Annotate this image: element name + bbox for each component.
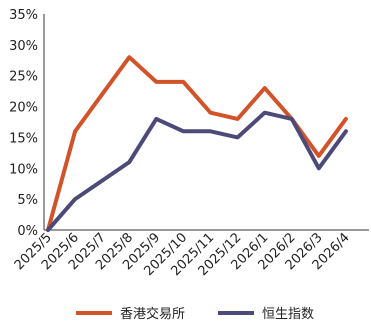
series-lines bbox=[46, 55, 348, 232]
series-line-hkex bbox=[46, 55, 348, 232]
data-point bbox=[100, 179, 104, 183]
data-point bbox=[290, 117, 294, 121]
y-tick-label: 20% bbox=[9, 101, 38, 116]
y-tick-label: 0% bbox=[17, 224, 38, 239]
legend: 香港交易所 恒生指数 bbox=[76, 306, 314, 321]
data-point bbox=[263, 86, 267, 90]
legend-label-hsi: 恒生指数 bbox=[262, 307, 314, 321]
legend-label-hkex: 香港交易所 bbox=[120, 306, 185, 321]
data-point bbox=[236, 135, 240, 139]
data-point bbox=[236, 117, 240, 121]
data-point bbox=[46, 228, 50, 232]
data-point bbox=[317, 154, 321, 158]
x-tick-labels: 2025/52025/62025/72025/82025/92025/10202… bbox=[12, 230, 353, 279]
y-tick-label: 10% bbox=[9, 162, 38, 177]
data-point bbox=[209, 111, 212, 115]
series-line-hsi bbox=[46, 110, 348, 232]
y-tick-labels: 0% 5% 10% 15% 20% 25% 30% 35% bbox=[9, 8, 38, 239]
data-point bbox=[154, 117, 158, 121]
y-axis: 0% 5% 10% 15% 20% 25% 30% 35% bbox=[9, 8, 45, 239]
data-point bbox=[127, 55, 131, 59]
y-tick-label: 35% bbox=[9, 8, 38, 23]
data-point bbox=[344, 129, 348, 133]
data-point bbox=[263, 111, 267, 115]
data-point bbox=[344, 117, 348, 121]
data-point bbox=[209, 129, 212, 133]
data-point bbox=[181, 80, 185, 84]
data-point bbox=[181, 129, 185, 133]
y-tick-label: 15% bbox=[9, 131, 38, 146]
y-tick-label: 30% bbox=[9, 39, 38, 54]
y-tick-label: 25% bbox=[9, 70, 38, 85]
data-point bbox=[73, 197, 77, 201]
y-tick-label: 5% bbox=[17, 193, 38, 208]
data-point bbox=[317, 166, 321, 170]
data-point bbox=[100, 92, 104, 96]
x-axis: 2025/52025/62025/72025/82025/92025/10202… bbox=[12, 229, 369, 279]
data-point bbox=[127, 160, 131, 164]
data-point bbox=[73, 129, 77, 133]
data-point bbox=[154, 80, 158, 84]
